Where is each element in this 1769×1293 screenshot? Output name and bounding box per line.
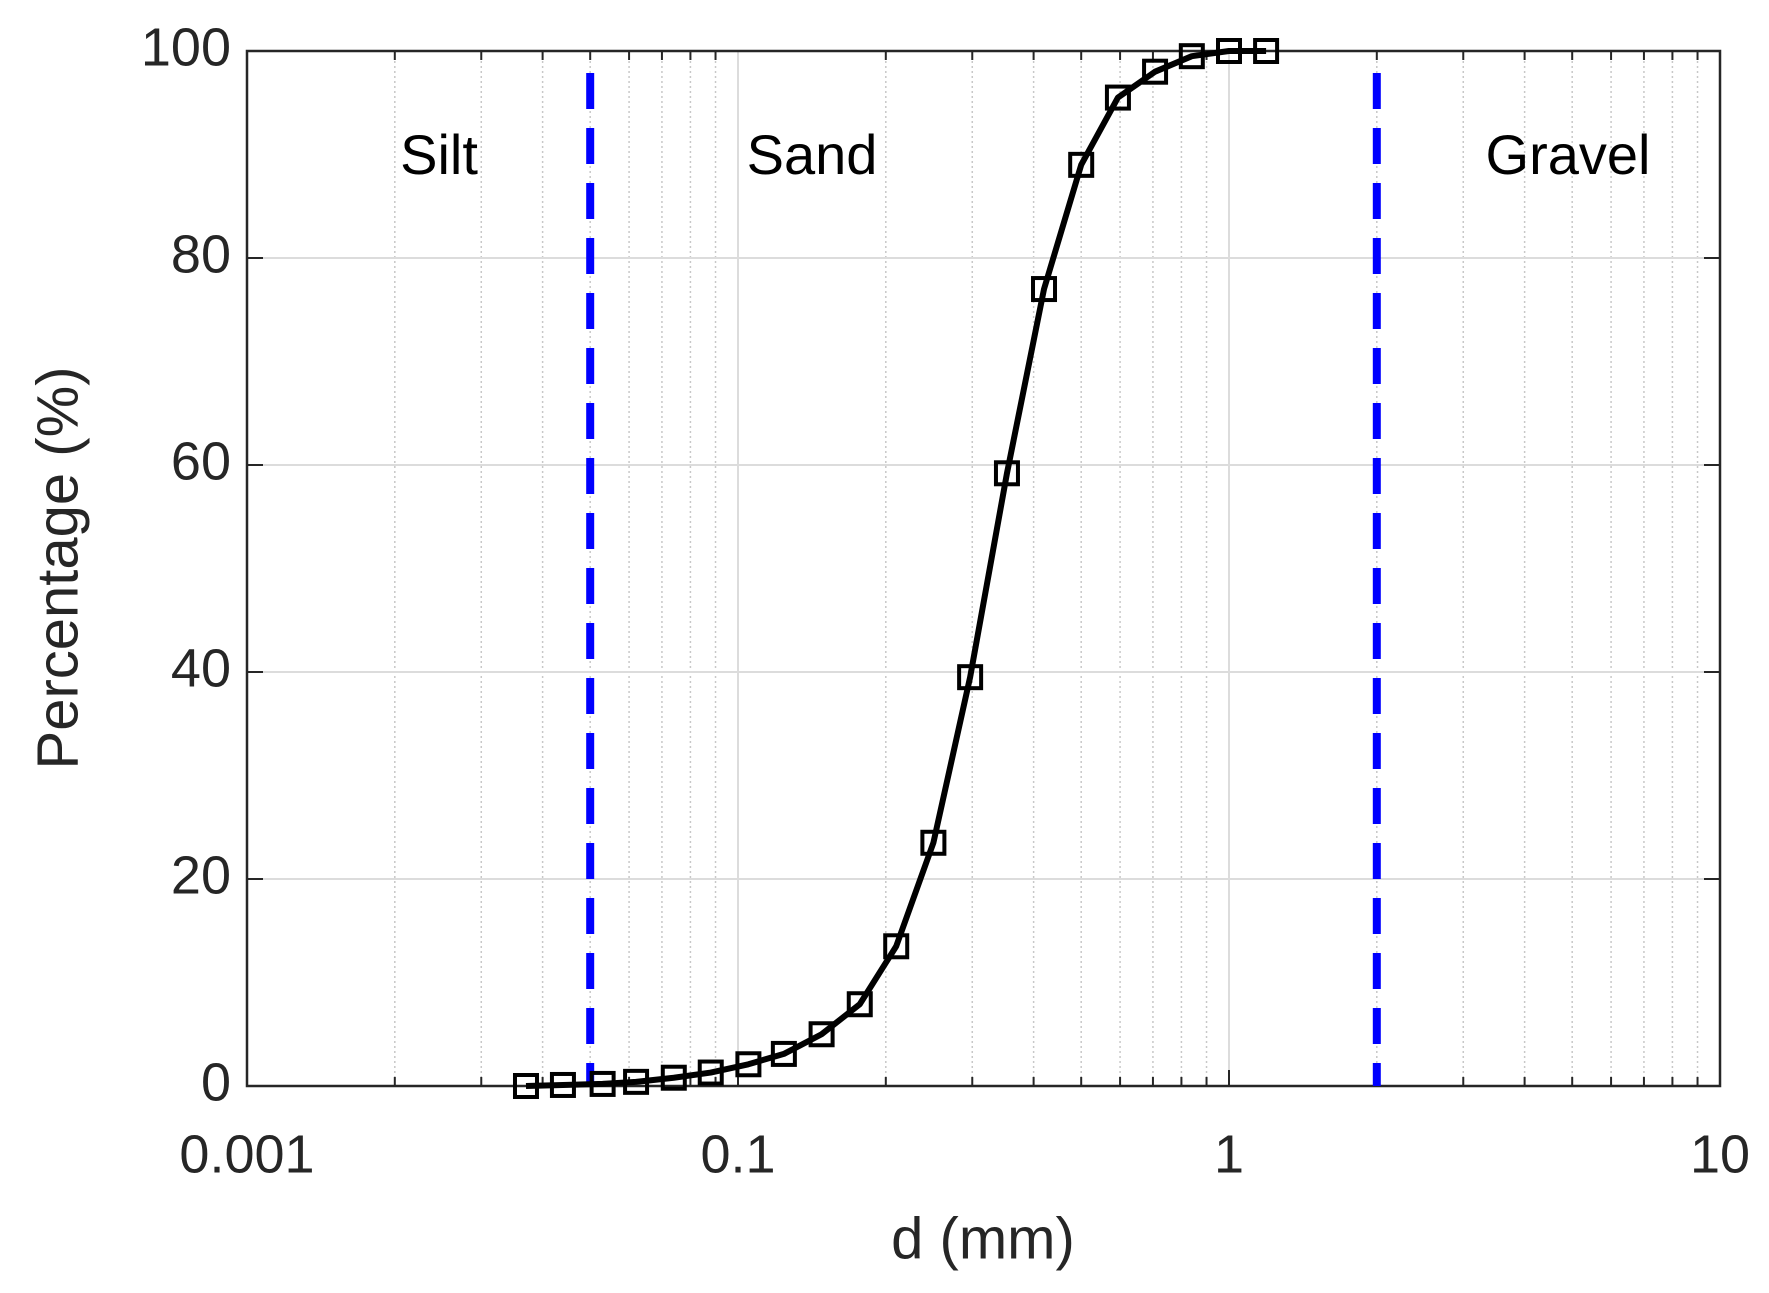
annotation: Sand xyxy=(747,123,878,186)
x-tick-label: 0.1 xyxy=(700,1124,775,1184)
marker xyxy=(660,1064,687,1091)
marker xyxy=(808,1021,835,1048)
marker xyxy=(1253,38,1280,64)
marker xyxy=(623,1068,650,1095)
y-tick-label: 0 xyxy=(201,1052,231,1112)
grid xyxy=(246,50,1721,1087)
marker xyxy=(993,460,1020,487)
marker xyxy=(1178,43,1205,70)
marker xyxy=(1142,58,1169,85)
marker xyxy=(1068,151,1095,178)
y-tick-label: 100 xyxy=(141,17,231,77)
x-tick-label: 10 xyxy=(1690,1124,1750,1184)
x-tick-label: 1 xyxy=(1214,1124,1244,1184)
marker xyxy=(589,1070,616,1097)
marker xyxy=(512,1073,539,1099)
y-tick-label: 20 xyxy=(171,845,231,905)
x-axis-label: d (mm) xyxy=(891,1206,1075,1271)
y-axis-label: Percentage (%) xyxy=(25,367,90,770)
marker xyxy=(770,1040,797,1067)
plot-frame xyxy=(245,49,1722,1088)
annotation: Gravel xyxy=(1486,123,1651,186)
marker xyxy=(1216,38,1242,64)
marker xyxy=(957,664,984,691)
marker xyxy=(1031,276,1058,303)
marker xyxy=(735,1051,762,1078)
annotation: Silt xyxy=(400,123,478,186)
y-tick-label: 60 xyxy=(171,431,231,491)
marker xyxy=(846,991,873,1018)
data-line xyxy=(525,48,1267,1089)
marker xyxy=(1104,84,1131,111)
y-tick-label: 40 xyxy=(171,638,231,698)
marker xyxy=(549,1071,576,1098)
marker xyxy=(697,1059,724,1086)
marker xyxy=(920,829,947,856)
marker xyxy=(883,933,910,960)
y-tick-label: 80 xyxy=(171,224,231,284)
x-tick-label: 0.001 xyxy=(179,1124,314,1184)
